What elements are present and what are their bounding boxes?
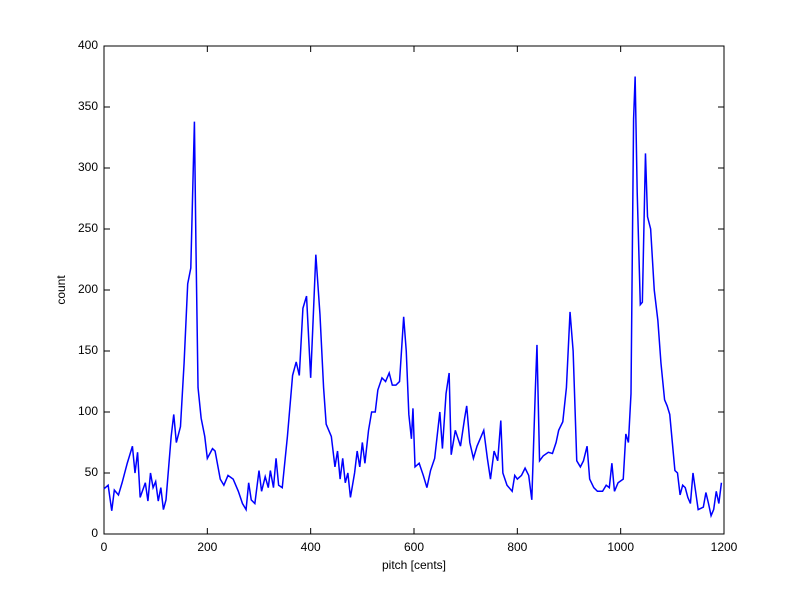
data-line <box>103 76 723 519</box>
y-tick-label: 100 <box>78 404 98 418</box>
y-axis-label: count <box>54 275 68 305</box>
x-tick-label: 200 <box>197 540 217 554</box>
y-tick-label: 50 <box>85 465 99 479</box>
y-tick-label: 250 <box>78 221 98 235</box>
y-tick-label: 300 <box>78 160 98 174</box>
y-tick-label: 200 <box>78 282 98 296</box>
y-tick-label: 0 <box>91 526 98 540</box>
x-tick-label: 800 <box>507 540 527 554</box>
y-tick-label: 350 <box>78 99 98 113</box>
y-tick-label: 150 <box>78 343 98 357</box>
x-tick-label: 1200 <box>711 540 738 554</box>
x-tick-label: 400 <box>301 540 321 554</box>
y-tick-label: 400 <box>78 38 98 52</box>
x-tick-label: 1000 <box>607 540 634 554</box>
x-axis-label: pitch [cents] <box>382 558 446 572</box>
x-tick-label: 600 <box>404 540 424 554</box>
x-tick-label: 0 <box>101 540 108 554</box>
